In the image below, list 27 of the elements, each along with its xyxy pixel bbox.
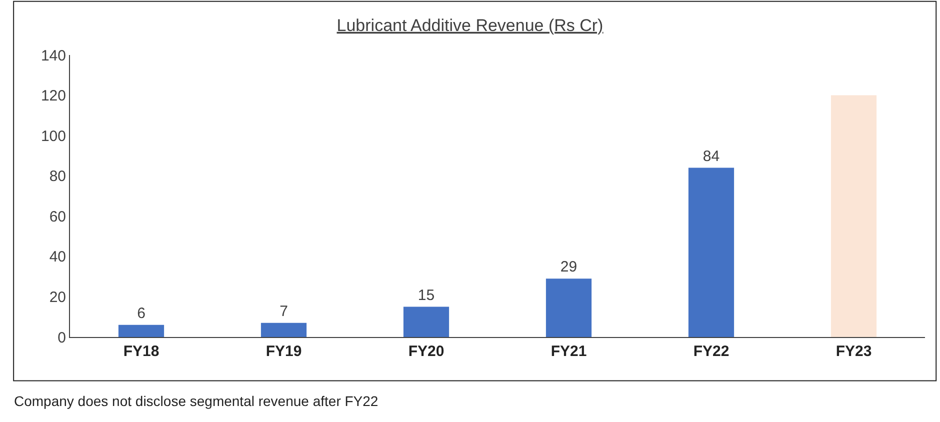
text: Company does not disclose segmental revenue after FY22 (14, 393, 378, 409)
y-tick-label: 80 (49, 168, 66, 186)
data-label: 29 (560, 258, 578, 276)
bar (260, 322, 307, 337)
data-label: 7 (280, 302, 288, 320)
x-tick-label: FY21 (550, 343, 587, 360)
y-tick-label: 120 (40, 88, 66, 105)
y-tick-label: 100 (40, 128, 66, 145)
data-label: 15 (418, 286, 435, 304)
y-tick-label: 40 (49, 248, 66, 266)
y-tick-label: 60 (49, 208, 66, 226)
data-label: 6 (137, 304, 146, 322)
x-tick-label: FY22 (693, 343, 730, 360)
x-tick-label: FY19 (266, 343, 302, 360)
y-tick-label: 0 (58, 329, 66, 346)
bar (546, 278, 592, 337)
y-tick-label: 140 (40, 47, 66, 64)
bar (118, 324, 164, 337)
x-tick-label: FY18 (123, 343, 160, 360)
x-tick-label: FY20 (408, 343, 444, 360)
data-label: 84 (702, 148, 720, 165)
chart-title: Lubricant Additive Revenue (Rs Cr) (336, 16, 604, 35)
bar (830, 95, 877, 337)
bar (688, 168, 734, 337)
y-tick-label: 20 (49, 288, 66, 306)
bar (403, 306, 450, 337)
x-tick-label: FY23 (836, 343, 872, 360)
